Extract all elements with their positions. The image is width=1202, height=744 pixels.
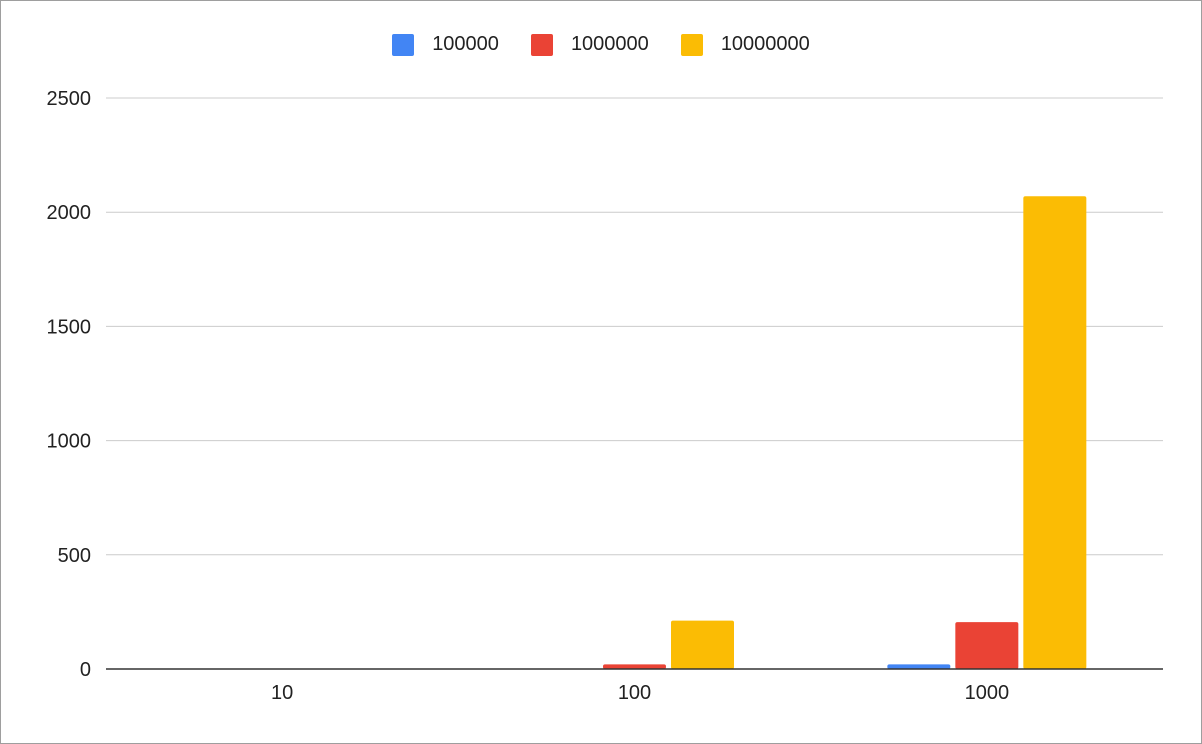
x-tick-label-1000: 1000 (965, 682, 1010, 704)
y-tick-label-0: 0 (80, 659, 91, 681)
y-tick-label-1500: 1500 (47, 316, 92, 338)
x-tick-label-10: 10 (271, 682, 293, 704)
bar-10000000-1000 (1023, 196, 1087, 669)
y-tick-label-2000: 2000 (47, 202, 92, 224)
bar-10000000-100 (671, 620, 734, 669)
y-tick-label-2500: 2500 (47, 88, 92, 110)
legend-label-series-2: 1000000 (570, 33, 649, 55)
y-tick-label-500: 500 (58, 545, 91, 567)
bar-1000000-1000 (955, 622, 1019, 669)
legend-label-series-3: 10000000 (720, 33, 810, 55)
x-tick-label-100: 100 (618, 682, 651, 704)
legend-item-series-2[interactable]: 1000000 (530, 33, 649, 56)
legend-swatch-series-1 (392, 33, 415, 56)
legend-item-series-3[interactable]: 10000000 (680, 33, 810, 56)
legend: 100000 1000000 10000000 (1, 33, 1201, 56)
legend-label-series-1: 100000 (432, 33, 499, 55)
legend-item-series-1[interactable]: 100000 (392, 33, 499, 56)
y-tick-label-1000: 1000 (47, 431, 92, 453)
legend-swatch-series-2 (530, 33, 553, 56)
legend-swatch-series-3 (680, 33, 703, 56)
bar-100000-1000 (887, 664, 951, 669)
bar-1000000-100 (603, 664, 666, 669)
